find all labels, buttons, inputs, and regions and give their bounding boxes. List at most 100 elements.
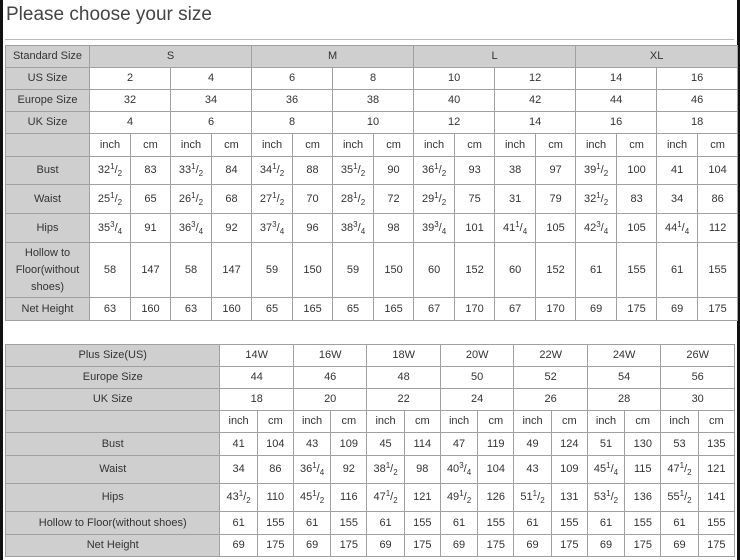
size-cell: M	[251, 45, 415, 68]
size-cell: 14	[575, 67, 658, 90]
unit-cell-cm: cm	[256, 410, 294, 433]
measurement-cell: 60	[494, 242, 537, 298]
measurement-cell: 41	[656, 156, 699, 185]
measurement-cell: 321/2	[575, 184, 618, 214]
unit-cell-inch: inch	[586, 410, 626, 433]
size-cell: 4	[89, 111, 171, 134]
measurement-cell: 373/4	[251, 213, 294, 243]
measurement-cell: 91	[130, 213, 171, 243]
size-cell: 36	[251, 89, 334, 112]
measurement-cell: 92	[330, 455, 368, 484]
measurement-cell: 341/2	[251, 156, 294, 185]
unit-cell-inch: inch	[494, 133, 537, 157]
measurement-cell: 351/2	[332, 156, 375, 185]
measurement-cell: 70	[292, 184, 334, 214]
size-cell: 44	[575, 89, 658, 112]
measurement-cell: 361/4	[292, 455, 332, 484]
measurement-cell: 101	[454, 213, 496, 243]
measurement-cell: 43	[292, 432, 332, 456]
size-cell: 2	[89, 67, 171, 90]
unit-cell-inch: inch	[219, 410, 258, 433]
measurement-cell: 83	[130, 156, 171, 185]
row-header-measurement: Waist	[4, 455, 221, 484]
measurement-cell: 51	[586, 432, 626, 456]
size-cell: 26	[513, 388, 588, 411]
unit-cell-cm: cm	[454, 133, 496, 157]
measurement-cell: 451/4	[586, 455, 626, 484]
measurement-cell: 69	[660, 534, 699, 557]
unit-cell-inch: inch	[170, 133, 212, 157]
size-cell: XL	[575, 45, 739, 68]
size-cell: 12	[413, 111, 496, 134]
row-header-measurement: Hips	[5, 213, 90, 243]
measurement-cell: 131	[550, 483, 588, 512]
size-cell: 48	[366, 366, 441, 389]
measurement-cell: 45	[366, 432, 405, 456]
measurement-cell: 63	[170, 297, 212, 321]
measurement-cell: 165	[292, 297, 334, 321]
measurement-cell: 423/4	[575, 213, 618, 243]
measurement-cell: 60	[413, 242, 456, 298]
measurement-cell: 124	[550, 432, 588, 456]
unit-cell-cm: cm	[624, 410, 662, 433]
size-cell: 46	[656, 89, 739, 112]
measurement-cell: 31	[494, 184, 537, 214]
measurement-cell: 175	[624, 534, 662, 557]
measurement-cell: 147	[210, 242, 253, 298]
unit-cell-inch: inch	[89, 133, 131, 157]
size-cell: 24W	[586, 344, 662, 367]
measurement-cell: 69	[292, 534, 332, 557]
size-cell: 16	[575, 111, 658, 134]
measurement-cell: 175	[256, 534, 294, 557]
measurement-cell: 126	[477, 483, 515, 512]
size-cell: 26W	[660, 344, 735, 367]
row-header-measurement: Hollow to Floor(without shoes)	[5, 242, 90, 298]
unit-cell-cm: cm	[535, 133, 577, 157]
measurement-cell: 69	[366, 534, 405, 557]
measurement-cell: 69	[586, 534, 626, 557]
size-cell: 34	[169, 89, 253, 112]
measurement-cell: 98	[403, 455, 441, 484]
measurement-cell: 431/2	[219, 483, 258, 512]
row-header-uk-label: UK Size	[4, 388, 221, 411]
unit-cell-cm: cm	[550, 410, 588, 433]
measurement-cell: 86	[256, 455, 294, 484]
measurement-cell: 61	[219, 511, 258, 535]
measurement-cell: 41	[219, 432, 258, 456]
row-header-unit	[4, 410, 221, 433]
unit-cell-inch: inch	[575, 133, 618, 157]
measurement-cell: 160	[210, 297, 253, 321]
measurement-cell: 47	[439, 432, 479, 456]
measurement-cell: 58	[89, 242, 131, 298]
measurement-cell: 175	[477, 534, 515, 557]
row-header-uk-label: UK Size	[5, 111, 90, 134]
unit-cell-inch: inch	[656, 133, 699, 157]
measurement-cell: 92	[210, 213, 253, 243]
measurement-cell: 38	[494, 156, 537, 185]
measurement-cell: 109	[330, 432, 368, 456]
row-header-unit	[5, 133, 90, 157]
measurement-cell: 160	[130, 297, 171, 321]
measurement-cell: 61	[513, 511, 552, 535]
size-cell: 22	[366, 388, 441, 411]
standard-size-table: Standard Size S M L XL US Size 2 4 6 8 10 12 14 16 Eur…	[5, 45, 739, 321]
measurement-cell: 155	[697, 511, 736, 535]
row-header-plus-label: Plus Size(US)	[4, 344, 221, 367]
measurement-cell: 155	[550, 511, 588, 535]
measurement-cell: 331/2	[170, 156, 212, 185]
size-cell: 6	[169, 111, 253, 134]
size-cell: 20W	[439, 344, 515, 367]
size-cell: 32	[89, 89, 171, 112]
unit-cell-cm: cm	[477, 410, 515, 433]
measurement-cell: 175	[330, 534, 368, 557]
size-cell: S	[88, 45, 253, 68]
size-cell: L	[413, 45, 577, 68]
row-header-measurement: Net Height	[5, 297, 90, 321]
measurement-cell: 391/2	[575, 156, 618, 185]
measurement-cell: 65	[332, 297, 375, 321]
size-cell: 18	[656, 111, 739, 134]
measurement-cell: 61	[439, 511, 479, 535]
unit-cell-cm: cm	[330, 410, 368, 433]
row-header-europe-label: Europe Size	[4, 366, 221, 389]
unit-cell-cm: cm	[403, 410, 441, 433]
